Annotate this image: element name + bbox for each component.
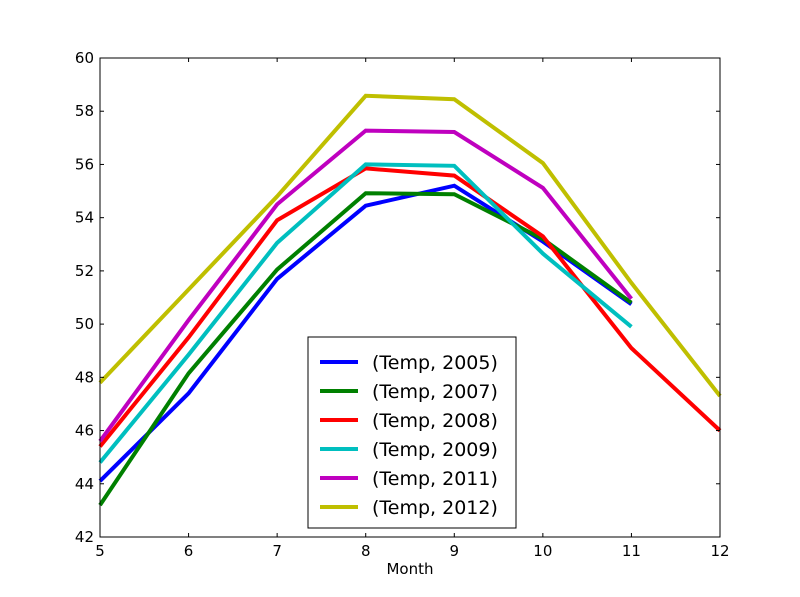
x-tick-label: 6 xyxy=(184,542,194,560)
series-layer xyxy=(98,93,722,507)
x-axis-label: Month xyxy=(386,560,433,578)
legend-label-0: (Temp, 2005) xyxy=(372,352,498,374)
x-tick-label: 12 xyxy=(710,542,729,560)
x-tick-label: 10 xyxy=(533,542,552,560)
y-tick-label: 44 xyxy=(75,475,94,493)
series-line-0 xyxy=(98,183,633,483)
plot-frame xyxy=(99,57,721,538)
y-tick-label: 46 xyxy=(75,422,94,440)
x-tick-label: 8 xyxy=(361,542,371,560)
series-line-2 xyxy=(98,166,722,448)
series-line-3 xyxy=(98,162,633,464)
x-tick-label: 5 xyxy=(95,542,105,560)
y-tick-label: 42 xyxy=(75,528,94,546)
series-line-4 xyxy=(98,128,633,443)
series-line-5 xyxy=(98,93,722,398)
y-tick-label: 52 xyxy=(75,262,94,280)
y-tick-label: 56 xyxy=(75,155,94,173)
y-tick-label: 48 xyxy=(75,368,94,386)
legend-label-4: (Temp, 2011) xyxy=(372,468,498,490)
legend-label-5: (Temp, 2012) xyxy=(372,497,498,519)
y-tick-label: 54 xyxy=(75,209,94,227)
x-tick-label: 9 xyxy=(450,542,460,560)
x-tick-label: 11 xyxy=(622,542,641,560)
legend: (Temp, 2005) (Temp, 2007) (Temp, 2008) (Tem… xyxy=(307,336,517,529)
legend-label-3: (Temp, 2009) xyxy=(372,439,498,461)
legend-box xyxy=(307,336,517,529)
y-tick-label: 60 xyxy=(75,49,94,67)
y-tick-label: 50 xyxy=(75,315,94,333)
y-tick-label: 58 xyxy=(75,102,94,120)
x-tick-label: 7 xyxy=(272,542,282,560)
legend-label-2: (Temp, 2008) xyxy=(372,410,498,432)
legend-label-1: (Temp, 2007) xyxy=(372,381,498,403)
